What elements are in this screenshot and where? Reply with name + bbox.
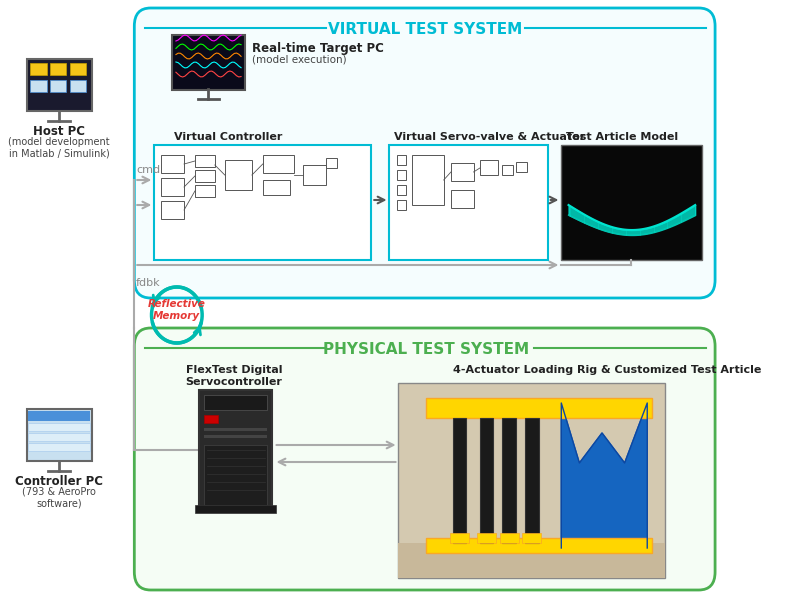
FancyBboxPatch shape (397, 155, 406, 165)
Text: cmd: cmd (136, 165, 160, 175)
Bar (204, 435, 267, 438)
Bar (204, 428, 267, 431)
Bar (477, 533, 496, 543)
FancyBboxPatch shape (195, 185, 215, 197)
FancyBboxPatch shape (480, 160, 498, 175)
Bar (50, 80, 66, 92)
FancyBboxPatch shape (162, 201, 184, 219)
Bar (30, 80, 46, 92)
Bar (204, 415, 218, 423)
Bar (398, 543, 666, 578)
Text: FlexTest Digital
Servocontroller: FlexTest Digital Servocontroller (186, 365, 282, 386)
FancyBboxPatch shape (134, 328, 715, 590)
Bar (195, 505, 276, 513)
FancyBboxPatch shape (412, 155, 444, 205)
FancyBboxPatch shape (562, 145, 702, 260)
Bar (450, 533, 469, 543)
Bar (426, 538, 652, 553)
Text: Test Article Model: Test Article Model (566, 132, 678, 142)
FancyBboxPatch shape (134, 8, 715, 298)
Bar (480, 418, 494, 543)
Bar (29, 423, 90, 431)
FancyBboxPatch shape (195, 170, 215, 182)
FancyBboxPatch shape (398, 383, 666, 578)
Text: Controller PC: Controller PC (15, 475, 103, 488)
FancyBboxPatch shape (451, 190, 474, 208)
Bar (426, 398, 652, 418)
Polygon shape (562, 403, 647, 548)
Bar (522, 533, 542, 543)
Bar (453, 418, 466, 543)
Text: VIRTUAL TEST SYSTEM: VIRTUAL TEST SYSTEM (329, 22, 522, 37)
Text: (model execution): (model execution) (252, 55, 346, 65)
FancyBboxPatch shape (502, 165, 514, 175)
Bar (204, 395, 267, 410)
FancyBboxPatch shape (303, 165, 326, 185)
Bar (29, 433, 90, 441)
Text: Host PC: Host PC (34, 125, 86, 138)
FancyBboxPatch shape (162, 155, 184, 173)
Text: PHYSICAL TEST SYSTEM: PHYSICAL TEST SYSTEM (322, 342, 529, 357)
Bar (30, 63, 46, 75)
Text: Virtual Servo-valve & Actuator: Virtual Servo-valve & Actuator (394, 132, 585, 142)
FancyBboxPatch shape (516, 162, 527, 172)
FancyBboxPatch shape (154, 145, 371, 260)
FancyBboxPatch shape (397, 170, 406, 180)
Text: (model development
in Matlab / Simulink): (model development in Matlab / Simulink) (9, 137, 110, 159)
FancyBboxPatch shape (262, 155, 294, 173)
Text: Reflective
Memory: Reflective Memory (148, 299, 206, 321)
FancyBboxPatch shape (26, 59, 92, 111)
FancyBboxPatch shape (390, 145, 548, 260)
FancyBboxPatch shape (195, 155, 215, 167)
FancyBboxPatch shape (397, 200, 406, 210)
Bar (525, 418, 538, 543)
Bar (29, 443, 90, 451)
Bar (70, 80, 86, 92)
FancyBboxPatch shape (262, 180, 290, 195)
Text: fdbk: fdbk (136, 278, 161, 288)
FancyBboxPatch shape (451, 163, 474, 181)
FancyBboxPatch shape (162, 178, 184, 196)
FancyBboxPatch shape (397, 185, 406, 195)
Bar (502, 418, 516, 543)
FancyBboxPatch shape (326, 158, 337, 168)
Bar (204, 445, 267, 505)
Bar (500, 533, 518, 543)
Text: Virtual Controller: Virtual Controller (174, 132, 282, 142)
Bar (50, 63, 66, 75)
FancyBboxPatch shape (225, 160, 252, 190)
Text: Real-time Target PC: Real-time Target PC (252, 42, 384, 55)
Text: 4-Actuator Loading Rig & Customized Test Article: 4-Actuator Loading Rig & Customized Test… (453, 365, 761, 375)
FancyBboxPatch shape (172, 35, 245, 90)
FancyBboxPatch shape (26, 409, 92, 461)
Bar (29, 411, 90, 421)
Bar (70, 63, 86, 75)
Text: (793 & AeroPro
software): (793 & AeroPro software) (22, 487, 96, 509)
FancyBboxPatch shape (199, 390, 272, 510)
